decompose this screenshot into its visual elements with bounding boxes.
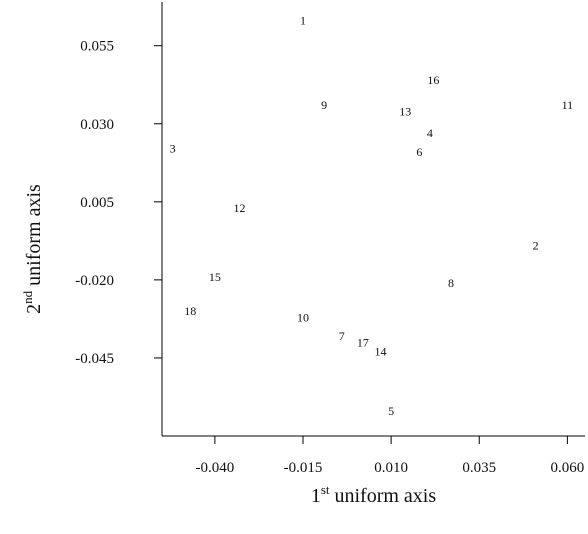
x-tick-label: -0.040	[196, 460, 235, 476]
data-point-label: 15	[209, 270, 221, 284]
x-tick-label: -0.015	[284, 460, 323, 476]
x-tick-label: 0.035	[462, 460, 496, 476]
y-ticks: 0.055 0.030 0.005 -0.020 -0.045	[75, 39, 162, 367]
x-ticks: -0.040 -0.015 0.010 0.035 0.060	[196, 436, 585, 476]
y-axis-title: 2nd uniform axis	[20, 184, 45, 314]
data-point-label: 4	[427, 126, 433, 140]
data-point-label: 14	[375, 345, 387, 359]
data-point-label: 11	[562, 98, 574, 112]
data-point-label: 7	[339, 329, 345, 343]
data-point-label: 9	[321, 98, 327, 112]
data-point-label: 2	[533, 239, 539, 253]
data-point-label: 3	[170, 142, 176, 156]
data-point-label: 8	[448, 276, 454, 290]
data-point-label: 17	[357, 335, 369, 349]
y-tick-label: -0.045	[75, 351, 114, 367]
data-point-label: 10	[297, 310, 309, 324]
data-point-label: 13	[399, 104, 411, 118]
x-tick-label: 0.060	[551, 460, 585, 476]
y-tick-label: 0.055	[80, 39, 114, 55]
data-point-label: 1	[300, 14, 306, 28]
y-tick-label: 0.005	[80, 195, 114, 211]
data-point-label: 16	[427, 73, 439, 87]
y-tick-label: -0.020	[75, 273, 114, 289]
x-axis-title: 1st uniform axis	[311, 482, 437, 507]
x-tick-label: 0.010	[374, 460, 408, 476]
y-tick-label: 0.030	[80, 117, 114, 133]
data-point-label: 18	[184, 304, 196, 318]
data-point-label: 12	[234, 201, 246, 215]
data-point-label: 5	[388, 404, 394, 418]
data-point-label: 6	[416, 145, 422, 159]
